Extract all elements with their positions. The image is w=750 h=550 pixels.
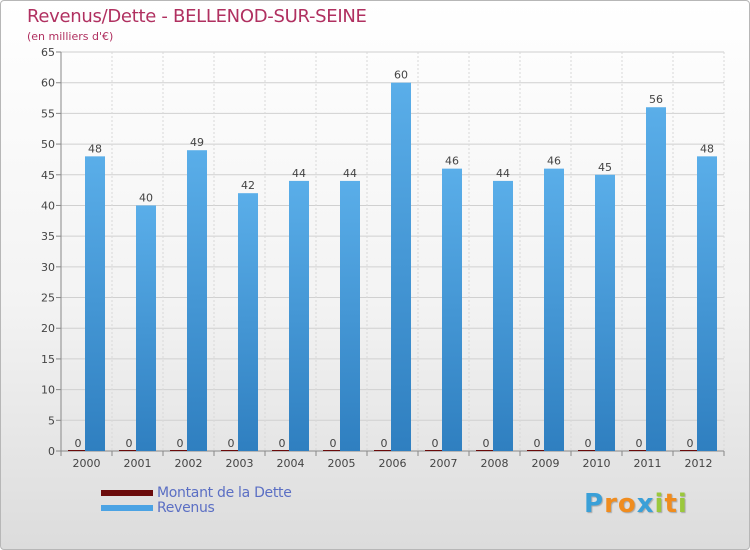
chart-subtitle: (en milliers d'€) xyxy=(27,30,114,43)
bar-dette-2008 xyxy=(476,450,496,451)
data-label-revenus-2006: 60 xyxy=(394,69,408,82)
logo-letter: x xyxy=(636,489,655,519)
bar-revenus-2007 xyxy=(442,168,462,451)
bar-revenus-2012 xyxy=(697,156,717,451)
x-tick-label: 2003 xyxy=(226,457,254,470)
y-tick-label: 55 xyxy=(41,107,55,120)
logo-letter: r xyxy=(604,489,618,519)
x-tick-label: 2008 xyxy=(481,457,509,470)
data-label-dette-2011: 0 xyxy=(636,437,643,450)
bars xyxy=(68,82,717,451)
data-label-revenus-2000: 48 xyxy=(88,142,102,155)
bar-revenus-2009 xyxy=(544,168,564,451)
bar-dette-2004 xyxy=(272,450,292,451)
bar-revenus-2011 xyxy=(646,107,666,451)
bar-dette-2011 xyxy=(629,450,649,451)
x-tick-label: 2000 xyxy=(73,457,101,470)
data-label-dette-2012: 0 xyxy=(687,437,694,450)
x-tick-label: 2011 xyxy=(634,457,662,470)
bar-dette-2005 xyxy=(323,450,343,451)
bar-revenus-2010 xyxy=(595,174,615,451)
x-tick-label: 2004 xyxy=(277,457,305,470)
bar-revenus-2005 xyxy=(340,180,360,451)
y-tick-label: 35 xyxy=(41,230,55,243)
y-tick-label: 50 xyxy=(41,138,55,151)
bar-revenus-2004 xyxy=(289,180,309,451)
y-tick-label: 15 xyxy=(41,353,55,366)
logo-letter: o xyxy=(617,489,637,519)
x-tick-label: 2012 xyxy=(685,457,713,470)
data-label-dette-2008: 0 xyxy=(483,437,490,450)
proxiti-logo: Proxiti xyxy=(584,489,688,519)
bar-dette-2006 xyxy=(374,450,394,451)
bar-dette-2001 xyxy=(119,450,139,451)
y-tick-label: 5 xyxy=(48,414,55,427)
data-label-dette-2004: 0 xyxy=(279,437,286,450)
y-tick-label: 10 xyxy=(41,384,55,397)
x-tick-label: 2001 xyxy=(124,457,152,470)
data-label-dette-2005: 0 xyxy=(330,437,337,450)
logo-letter: i xyxy=(677,489,688,519)
data-label-revenus-2007: 46 xyxy=(445,155,459,168)
bar-revenus-2002 xyxy=(187,150,207,451)
data-label-dette-2006: 0 xyxy=(381,437,388,450)
data-label-dette-2001: 0 xyxy=(126,437,133,450)
bar-revenus-2003 xyxy=(238,193,258,451)
data-label-dette-2002: 0 xyxy=(177,437,184,450)
data-label-revenus-2005: 44 xyxy=(343,167,357,180)
x-tick-label: 2002 xyxy=(175,457,203,470)
data-label-revenus-2003: 42 xyxy=(241,179,255,192)
legend-swatch-revenus xyxy=(101,505,153,511)
bar-dette-2002 xyxy=(170,450,190,451)
y-tick-label: 60 xyxy=(41,77,55,90)
bar-dette-2000 xyxy=(68,450,88,451)
x-tick-label: 2009 xyxy=(532,457,560,470)
data-label-revenus-2012: 48 xyxy=(700,142,714,155)
legend-label-revenus: Revenus xyxy=(157,500,215,516)
y-tick-label: 25 xyxy=(41,292,55,305)
y-tick-label: 65 xyxy=(41,46,55,59)
bar-dette-2003 xyxy=(221,450,241,451)
logo-letter: P xyxy=(584,489,605,519)
y-tick-label: 45 xyxy=(41,169,55,182)
logo-letter: i xyxy=(654,489,665,519)
data-label-dette-2003: 0 xyxy=(228,437,235,450)
data-label-revenus-2004: 44 xyxy=(292,167,306,180)
bar-dette-2007 xyxy=(425,450,445,451)
x-tick-label: 2007 xyxy=(430,457,458,470)
x-tick-label: 2005 xyxy=(328,457,356,470)
data-label-revenus-2011: 56 xyxy=(649,93,663,106)
legend-label-dette: Montant de la Dette xyxy=(157,485,292,501)
data-label-dette-2009: 0 xyxy=(534,437,541,450)
bar-dette-2010 xyxy=(578,450,598,451)
data-labels: 0 48 0 40 0 49 0 42 0 44 0 44 0 60 0 46 0 44 0 46 0 45 0 56 0 48 xyxy=(75,69,715,450)
bar-dette-2012 xyxy=(680,450,700,451)
x-tick-label: 2006 xyxy=(379,457,407,470)
x-tick-label: 2010 xyxy=(583,457,611,470)
y-tick-label: 20 xyxy=(41,322,55,335)
y-tick-label: 0 xyxy=(48,445,55,458)
data-label-dette-2007: 0 xyxy=(432,437,439,450)
bar-dette-2009 xyxy=(527,450,547,451)
legend-swatch-dette xyxy=(101,490,153,496)
bar-revenus-2008 xyxy=(493,180,513,451)
data-label-revenus-2001: 40 xyxy=(139,191,153,204)
y-tick-label: 30 xyxy=(41,261,55,274)
data-label-dette-2010: 0 xyxy=(585,437,592,450)
data-label-revenus-2009: 46 xyxy=(547,155,561,168)
data-label-revenus-2010: 45 xyxy=(598,161,612,174)
data-label-dette-2000: 0 xyxy=(75,437,82,450)
y-tick-label: 40 xyxy=(41,199,55,212)
bar-revenus-2006 xyxy=(391,82,411,451)
logo-letter: t xyxy=(664,489,678,519)
data-label-revenus-2002: 49 xyxy=(190,136,204,149)
bar-revenus-2001 xyxy=(136,205,156,451)
data-label-revenus-2008: 44 xyxy=(496,167,510,180)
bar-revenus-2000 xyxy=(85,156,105,451)
chart-title: Revenus/Dette - BELLENOD-SUR-SEINE xyxy=(27,6,367,27)
